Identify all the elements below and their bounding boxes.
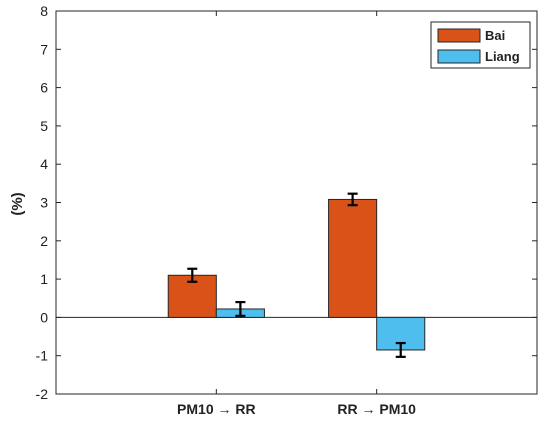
y-tick-label: 1 [40, 271, 48, 287]
x-tick-label: RR → PM10 [337, 401, 416, 417]
y-tick-label: -1 [36, 348, 49, 364]
y-tick-label: 4 [40, 156, 48, 172]
y-tick-label: 6 [40, 80, 48, 96]
bar-liang [376, 316, 426, 351]
y-tick-label: -2 [36, 386, 49, 402]
y-axis-label: (%) [9, 192, 26, 215]
y-tick-label: 0 [40, 309, 48, 325]
y-tick-label: 3 [40, 195, 48, 211]
legend-swatch-bai [437, 28, 481, 43]
legend-swatch-liang [437, 49, 481, 64]
y-tick-label: 5 [40, 118, 48, 134]
legend-label-liang: Liang [485, 49, 520, 64]
plot-frame [55, 10, 538, 395]
legend-label-bai: Bai [485, 28, 505, 43]
x-tick-label: PM10 → RR [177, 401, 256, 417]
legend: Bai Liang [430, 21, 531, 69]
plot-area: -2 -1 0 1 2 3 4 5 6 7 8 PM10 → RR RR → PM10 [36, 3, 538, 417]
bar-bai [328, 198, 378, 318]
y-tick-label: 8 [40, 3, 48, 19]
y-tick-label: 7 [40, 41, 48, 57]
y-tick-label: 2 [40, 233, 48, 249]
